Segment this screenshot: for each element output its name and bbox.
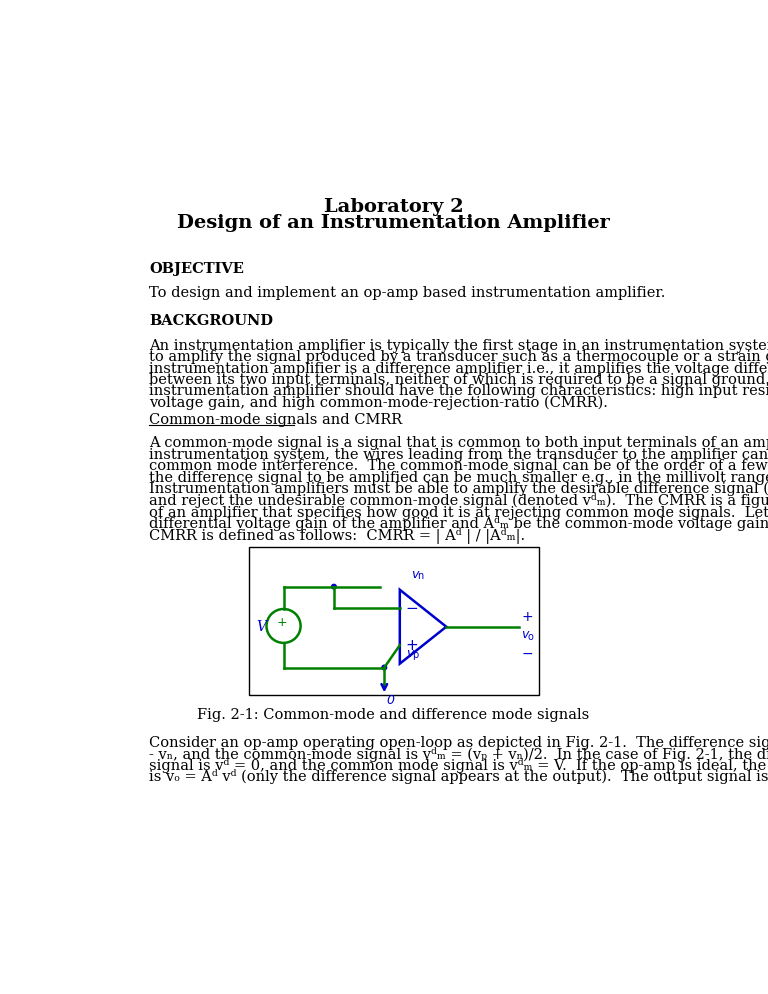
Text: Fig. 2-1: Common-mode and difference mode signals: Fig. 2-1: Common-mode and difference mod… [197, 708, 590, 722]
Text: V: V [257, 620, 266, 634]
Text: signal is vᵈ = 0, and the common mode signal is vᵈₘ = V.  If the op-amp is ideal: signal is vᵈ = 0, and the common mode si… [150, 758, 768, 773]
Text: instrumentation amplifier is a difference amplifier i.e., it amplifies the volta: instrumentation amplifier is a differenc… [150, 362, 768, 376]
Text: To design and implement an op-amp based instrumentation amplifier.: To design and implement an op-amp based … [150, 286, 666, 300]
Text: v: v [411, 569, 418, 581]
Text: BACKGROUND: BACKGROUND [150, 314, 273, 328]
Text: +: + [406, 638, 418, 653]
Text: 0: 0 [386, 694, 395, 707]
Text: n: n [417, 572, 423, 581]
Text: - vₙ, and the common-mode signal is vᵈₘ = (vₚ + vₙ)/2.  In the case of Fig. 2-1,: - vₙ, and the common-mode signal is vᵈₘ … [150, 746, 768, 761]
Text: Common-mode signals and CMRR: Common-mode signals and CMRR [150, 414, 402, 427]
Text: +: + [521, 609, 533, 624]
Text: v: v [406, 647, 413, 660]
Text: Consider an op-amp operating open-loop as depicted in Fig. 2-1.  The difference : Consider an op-amp operating open-loop a… [150, 736, 768, 750]
Bar [249, 547, 538, 695]
Text: OBJECTIVE: OBJECTIVE [150, 261, 244, 275]
Text: Laboratory 2: Laboratory 2 [324, 198, 463, 216]
Text: p: p [412, 650, 419, 660]
Text: instrumentation amplifier should have the following characteristics: high input : instrumentation amplifier should have th… [150, 385, 768, 399]
Text: −: − [406, 600, 418, 615]
Text: common mode interference.  The common-mode signal can be of the order of a few v: common mode interference. The common-mod… [150, 459, 768, 473]
Text: v: v [521, 628, 529, 641]
Text: +: + [276, 615, 287, 628]
Text: −: − [521, 647, 533, 661]
Text: instrumentation system, the wires leading from the transducer to the amplifier c: instrumentation system, the wires leadin… [150, 447, 768, 462]
Text: the difference signal to be amplified can be much smaller e.g., in the millivolt: the difference signal to be amplified ca… [150, 470, 768, 484]
Text: is vₒ = Aᵈ vᵈ (only the difference signal appears at the output).  The output si: is vₒ = Aᵈ vᵈ (only the difference signa… [150, 769, 768, 784]
Text: and reject the undesirable common-mode signal (denoted vᵈₘ).  The CMRR is a figu: and reject the undesirable common-mode s… [150, 493, 768, 508]
Text: to amplify the signal produced by a transducer such as a thermocouple or a strai: to amplify the signal produced by a tran… [150, 350, 768, 364]
Text: A common-mode signal is a signal that is common to both input terminals of an am: A common-mode signal is a signal that is… [150, 436, 768, 450]
FancyArrowPatch shape [382, 684, 387, 690]
Text: between its two input terminals, neither of which is required to be a signal gro: between its two input terminals, neither… [150, 373, 768, 387]
Text: Design of an Instrumentation Amplifier: Design of an Instrumentation Amplifier [177, 214, 610, 232]
Text: CMRR is defined as follows:  CMRR = | Aᵈ | / |Aᵈₘ|.: CMRR is defined as follows: CMRR = | Aᵈ … [150, 528, 525, 544]
Text: o: o [528, 632, 534, 642]
Text: differential voltage gain of the amplifier and Aᵈₘ be the common-mode voltage ga: differential voltage gain of the amplifi… [150, 516, 768, 531]
Text: An instrumentation amplifier is typically the first stage in an instrumentation : An instrumentation amplifier is typicall… [150, 339, 768, 353]
Circle shape [332, 584, 336, 589]
Text: of an amplifier that specifies how good it is at rejecting common mode signals. : of an amplifier that specifies how good … [150, 505, 768, 520]
Text: voltage gain, and high common-mode-rejection-ratio (CMRR).: voltage gain, and high common-mode-rejec… [150, 396, 608, 411]
Circle shape [382, 665, 386, 670]
Text: Instrumentation amplifiers must be able to amplify the desirable difference sign: Instrumentation amplifiers must be able … [150, 482, 768, 496]
